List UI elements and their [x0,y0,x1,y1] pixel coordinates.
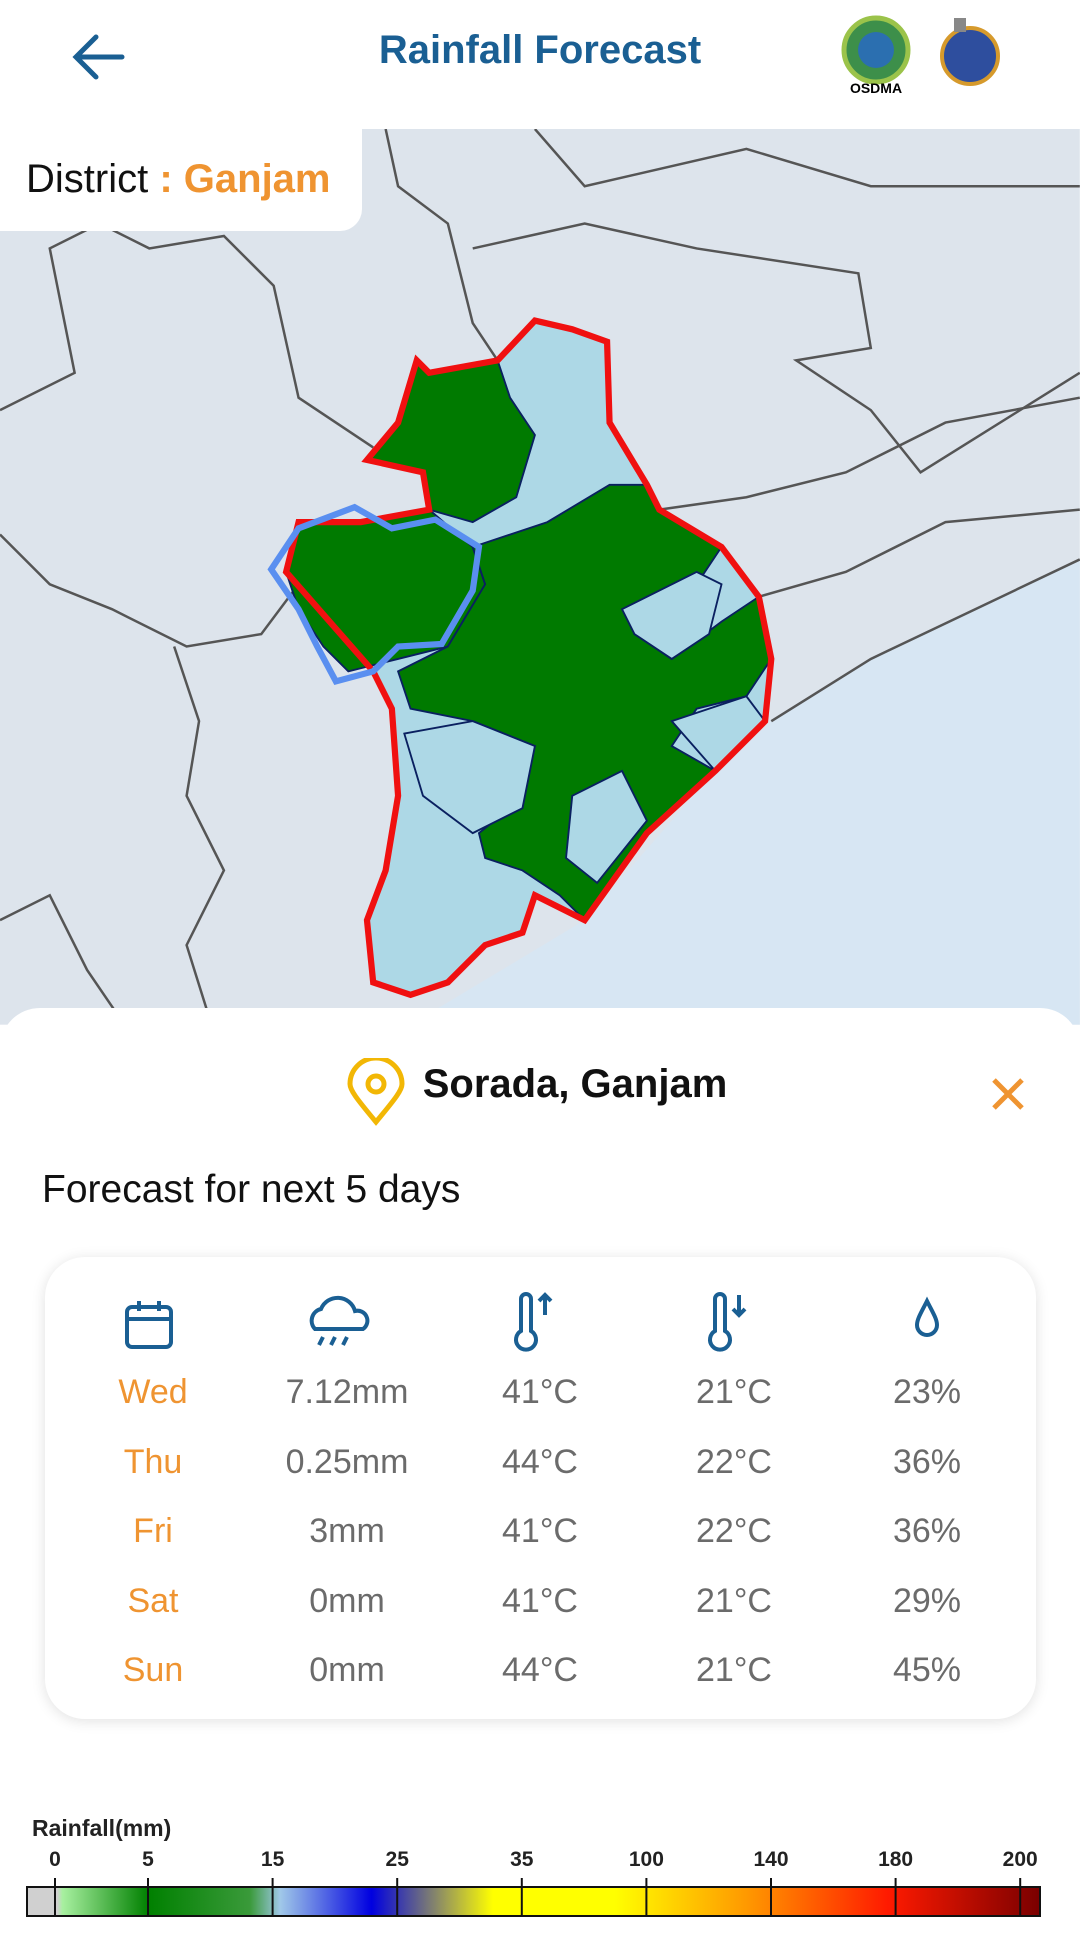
day-label: Sun [122,1651,184,1689]
forecast-value: 21°C [696,1581,772,1620]
forecast-value: 21°C [696,1373,772,1411]
forecast-value: 23% [892,1373,962,1411]
forecast-value: 29% [892,1581,962,1620]
forecast-value: 45% [892,1651,962,1689]
legend-title: Rainfall(mm) [32,1815,171,1841]
forecast-value: 22°C [696,1512,772,1550]
map [0,129,1080,1026]
legend-tick-label: 25 [386,1848,410,1871]
legend-tick-label: 100 [629,1848,664,1871]
forecast-value: 41°C [502,1581,578,1620]
forecast-value: 44°C [502,1651,578,1689]
forecast-value: 41°C [502,1512,578,1550]
forecast-value: 3mm [309,1512,385,1550]
forecast-value: 36% [892,1442,962,1481]
forecast-value: 21°C [696,1651,772,1689]
back-button[interactable] [70,32,126,82]
title: Rainfall Forecast [378,28,702,72]
close-button[interactable] [990,1076,1026,1112]
legend: Rainfall(mm) 0 5 15 25 35 100 140 180 200 [26,1815,1041,1917]
forecast-table: Wed 7.12mm 41°C 21°C 23% Thu 0.25mm 44°C 22°C 36%… [45,1257,1036,1719]
district-label: District : Ganjam [0,129,362,231]
forecast-value: 44°C [502,1442,578,1481]
day-label: Thu [123,1442,183,1481]
color-bar [26,1886,1041,1917]
forecast-value: 7.12mm [285,1373,409,1411]
location-name: Sorada, Ganjam [422,1062,728,1106]
header: Rainfall Forecast OSDMA [0,0,1080,129]
district-name: : Ganjam [159,157,331,201]
district-caption: District [26,157,149,201]
day-label: Fri [133,1512,173,1550]
day-label: Wed [118,1373,188,1411]
legend-tick-label: 15 [261,1848,285,1871]
forecast-value: 0.25mm [285,1442,409,1481]
legend-tick-label: 140 [753,1848,788,1871]
location-icon [347,1058,405,1126]
forecast-value: 22°C [696,1442,772,1481]
legend-tick-label: 5 [142,1848,154,1871]
forecast-value: 36% [892,1512,962,1550]
legend-tick-label: 35 [510,1848,534,1871]
legend-tick-label: 180 [878,1848,913,1871]
forecast-value: 41°C [502,1373,578,1411]
logo-text: OSDMA [849,80,903,96]
logos [841,15,1000,86]
column-icons [125,1292,940,1352]
legend-tick-label: 0 [49,1848,61,1871]
forecast-value: 0mm [309,1581,385,1620]
legend-tick-label: 200 [1003,1848,1038,1871]
day-label: Sat [127,1581,179,1620]
forecast-heading: Forecast for next 5 days [42,1168,461,1211]
forecast-value: 0mm [309,1651,385,1689]
